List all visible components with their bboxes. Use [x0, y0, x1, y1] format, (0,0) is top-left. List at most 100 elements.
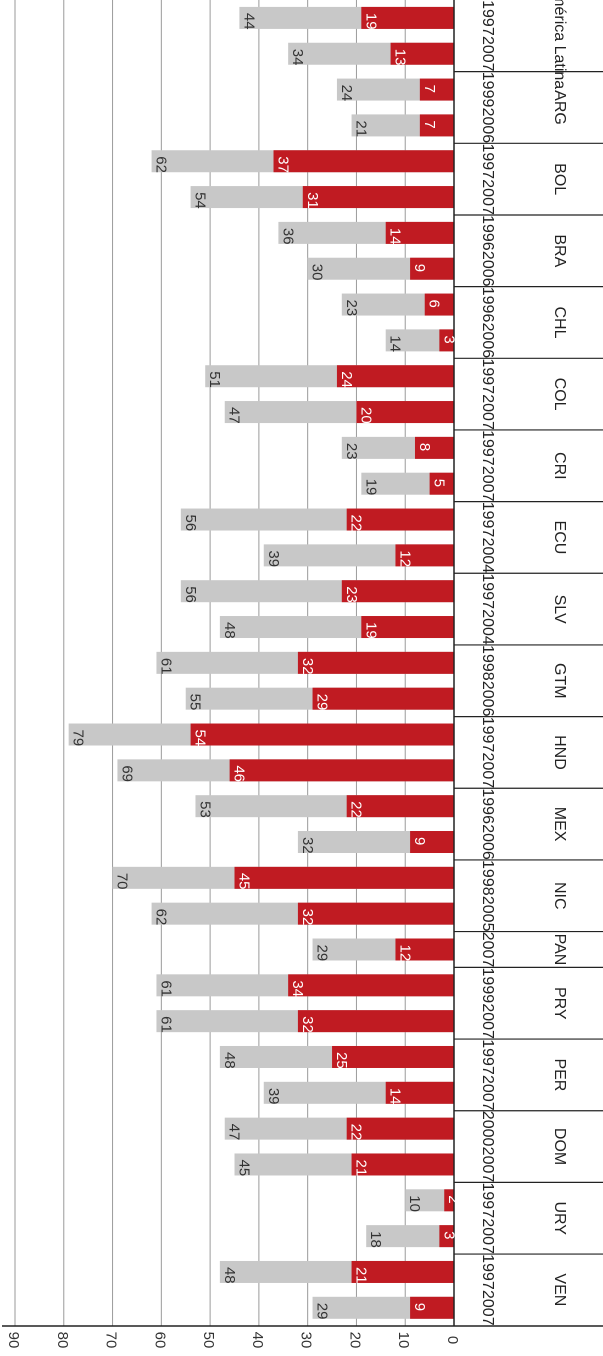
data-label-pobreza: 51 [206, 371, 223, 388]
bar-indigencia [302, 186, 454, 209]
bar-indigencia [410, 257, 454, 280]
data-label-pobreza: 70 [114, 873, 131, 890]
category-label: 1996 [479, 215, 496, 251]
category-label: 2004 [479, 538, 496, 574]
data-label-indigencia: 6 [426, 300, 443, 308]
category-label: 2000 [479, 1111, 496, 1147]
category-label: 2007 [479, 1003, 496, 1039]
data-label-indigencia: 5 [431, 479, 448, 487]
data-label-pobreza: 39 [265, 1088, 282, 1105]
category-label: 2007 [479, 179, 496, 215]
data-label-indigencia: 13 [392, 49, 409, 66]
data-label-indigencia: 31 [304, 192, 321, 209]
bar-indigencia [419, 78, 454, 101]
bar-indigencia [332, 1045, 454, 1068]
group-label: PER [551, 1058, 568, 1091]
bar-indigencia [410, 831, 454, 854]
bar-indigencia [346, 795, 454, 818]
tick-label: 80 [54, 1332, 71, 1349]
data-label-indigencia: 32 [299, 909, 316, 926]
group-label: CHL [551, 306, 568, 338]
category-label: 2006 [479, 108, 496, 144]
category-label: 2007 [479, 1075, 496, 1111]
bar-indigencia [312, 687, 454, 710]
data-label-pobreza: 29 [314, 1303, 331, 1320]
data-label-pobreza: 56 [182, 586, 199, 603]
group-label: COL [551, 378, 568, 411]
category-label: 2007 [479, 1218, 496, 1254]
data-label-indigencia: 14 [387, 228, 404, 245]
data-label-indigencia: 32 [299, 658, 316, 675]
group-label: SLV [551, 595, 568, 624]
bar-indigencia [297, 902, 454, 925]
group-label: URY [551, 1201, 568, 1235]
data-label-indigencia: 9 [411, 1303, 428, 1311]
category-label: 2007 [479, 466, 496, 502]
data-label-pobreza: 23 [343, 443, 360, 460]
category-label: 1999 [479, 72, 496, 108]
bar-indigencia [351, 1260, 454, 1283]
bar-indigencia [341, 580, 454, 603]
data-label-indigencia: 46 [231, 765, 248, 782]
tick-label: 0 [444, 1336, 461, 1344]
category-label: 1997 [479, 143, 496, 179]
bar-indigencia [229, 759, 454, 782]
data-label-pobreza: 10 [406, 1195, 423, 1212]
bar-indigencia [346, 508, 454, 531]
data-label-pobreza: 39 [265, 550, 282, 567]
bar-indigencia [297, 1010, 454, 1033]
data-label-pobreza: 47 [226, 407, 243, 424]
bar-indigencia [395, 938, 454, 961]
bar-pobreza [405, 1189, 454, 1212]
bar-indigencia [429, 472, 454, 495]
bar-indigencia [439, 329, 454, 352]
bar-indigencia [395, 544, 454, 567]
group-label: PRY [551, 987, 568, 1020]
group-label: MEX [551, 807, 568, 842]
bar-indigencia [414, 436, 454, 459]
category-label: 1997 [479, 1039, 496, 1075]
category-label: 1998 [479, 860, 496, 896]
data-label-pobreza: 55 [187, 694, 204, 711]
data-label-pobreza: 21 [353, 120, 370, 137]
group-label: BOL [551, 163, 568, 195]
data-label-pobreza: 54 [192, 192, 209, 209]
bar-indigencia [361, 6, 454, 29]
category-label: 1997 [479, 573, 496, 609]
data-label-indigencia: 2 [445, 1195, 462, 1203]
data-label-pobreza: 36 [279, 228, 296, 245]
data-label-indigencia: 22 [348, 1124, 365, 1141]
bar-indigencia [390, 42, 454, 65]
data-label-pobreza: 56 [182, 515, 199, 532]
category-label: 1997 [479, 358, 496, 394]
data-label-pobreza: 32 [299, 837, 316, 854]
data-label-pobreza: 19 [362, 479, 379, 496]
data-label-pobreza: 48 [221, 622, 238, 639]
bar-indigencia [385, 221, 454, 244]
data-label-indigencia: 54 [192, 730, 209, 747]
data-label-indigencia: 9 [411, 837, 428, 845]
data-label-pobreza: 47 [226, 1124, 243, 1141]
tick-label: 90 [5, 1332, 22, 1349]
data-label-pobreza: 53 [196, 801, 213, 818]
bar-indigencia [351, 1153, 454, 1176]
data-label-pobreza: 48 [221, 1267, 238, 1284]
bar-indigencia [361, 616, 454, 639]
data-label-indigencia: 22 [348, 801, 365, 818]
group-label: CRI [551, 452, 568, 480]
data-label-pobreza: 69 [118, 765, 135, 782]
category-label: 1997 [479, 430, 496, 466]
category-label: 2006 [479, 251, 496, 287]
data-label-pobreza: 48 [221, 1052, 238, 1069]
data-label-indigencia: 32 [299, 1016, 316, 1033]
data-label-indigencia: 24 [338, 371, 355, 388]
data-label-indigencia: 19 [362, 622, 379, 639]
data-label-pobreza: 24 [338, 85, 355, 102]
data-label-pobreza: 29 [314, 944, 331, 961]
category-label: 2007 [479, 1290, 496, 1326]
group-label: VEN [551, 1273, 568, 1306]
tick-label: 30 [298, 1332, 315, 1349]
data-label-indigencia: 3 [440, 1231, 457, 1239]
bar-pobreza [385, 329, 454, 352]
